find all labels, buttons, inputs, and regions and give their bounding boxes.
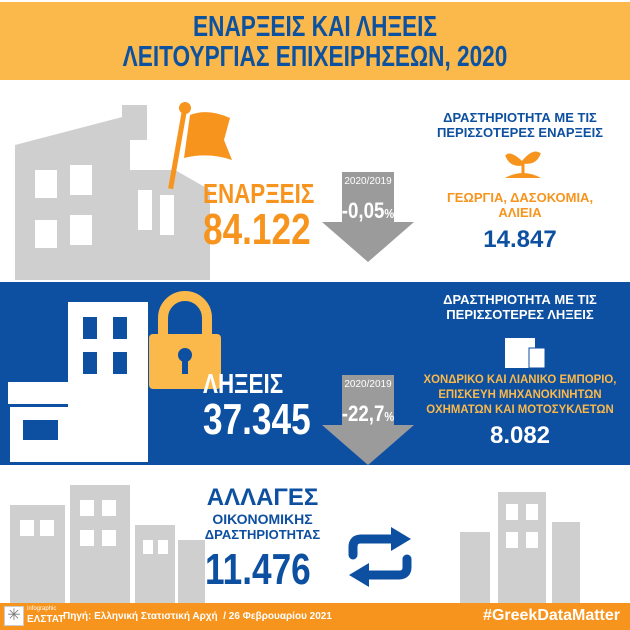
- page-title: ΕΝΑΡΞΕΙΣ ΚΑΙ ΛΗΞΕΙΣ ΛΕΙΤΟΥΡΓΙΑΣ ΕΠΙΧΕΙΡΗ…: [122, 11, 508, 73]
- top-openings-value: 14.847: [483, 226, 557, 253]
- header-banner: ΕΝΑΡΞΕΙΣ ΚΑΙ ΛΗΞΕΙΣ ΛΕΙΤΟΥΡΓΙΑΣ ΕΠΙΧΕΙΡΗ…: [0, 0, 630, 80]
- changes-label: ΑΛΛΑΓΕΣ ΟΙΚΟΝΟΜΙΚΗΣ ΔΡΑΣΤΗΡΙΟΤΗΤΑΣ: [204, 484, 321, 543]
- logo-subtitle: infographic: [27, 606, 57, 612]
- top-openings-activity: ΓΕΩΡΓΙΑ, ΔΑΣΟΚΟΜΙΑ, ΑΛΙΕΙΑ: [446, 190, 594, 220]
- top-openings-heading: ΔΡΑΣΤΗΡΙΟΤΗΤΑ ΜΕ ΤΙΣ ΠΕΡΙΣΣΟΤΕΡΕΣ ΕΝΑΡΞΕΙ…: [437, 110, 603, 140]
- top-closures-heading: ΔΡΑΣΤΗΡΙΟΤΗΤΑ ΜΕ ΤΙΣ ΠΕΡΙΣΣΟΤΕΡΕΣ ΛΗΞΕΙΣ: [443, 292, 597, 322]
- building-icon: [460, 492, 580, 603]
- top-closures-value: 8.082: [489, 422, 551, 449]
- plant-icon: [505, 151, 541, 178]
- changes-value: 11.476: [205, 545, 311, 594]
- shop-icon: [8, 302, 148, 462]
- flag-icon: [168, 102, 232, 190]
- closures-value: 37.345: [203, 395, 311, 444]
- elstat-logo-icon: ✳: [4, 606, 24, 626]
- footer: ✳ infographic ΕΛΣΤΑΤ Πηγή: Ελληνική Στατ…: [0, 603, 630, 630]
- shopping-bag-icon: [505, 330, 546, 369]
- lock-icon: [149, 291, 221, 389]
- openings-label: ΕΝΑΡΞΕΙΣ: [203, 178, 315, 209]
- change-percent: -22,7%: [341, 401, 395, 426]
- closures-change-arrow: 2020/2019 -22,7%: [322, 375, 414, 465]
- down-arrow-icon: [322, 172, 414, 262]
- openings-value: 84.122: [203, 205, 311, 254]
- closures-label: ΛΗΞΕΙΣ: [203, 368, 284, 399]
- swap-arrows-icon: [348, 527, 412, 587]
- top-closures-activity: ΧΟΝΔΡΙΚΟ ΚΑΙ ΛΙΑΝΙΚΟ ΕΜΠΟΡΙΟ, ΕΠΙΣΚΕΥΗ ΜΗ…: [423, 372, 617, 416]
- change-period: 2020/2019: [344, 176, 392, 187]
- change-period: 2020/2019: [344, 379, 392, 390]
- change-percent: -0,05%: [341, 198, 395, 223]
- source-text: Πηγή: Ελληνική Στατιστική Αρχή / 26 Φεβρ…: [63, 611, 332, 622]
- down-arrow-icon: [322, 375, 414, 465]
- building-icon: [10, 485, 205, 603]
- openings-change-arrow: 2020/2019 -0,05%: [322, 172, 414, 262]
- hashtag: #GreekDataMatter: [483, 607, 620, 624]
- building-icon: [15, 105, 210, 280]
- logo-name: ΕΛΣΤΑΤ: [27, 614, 65, 625]
